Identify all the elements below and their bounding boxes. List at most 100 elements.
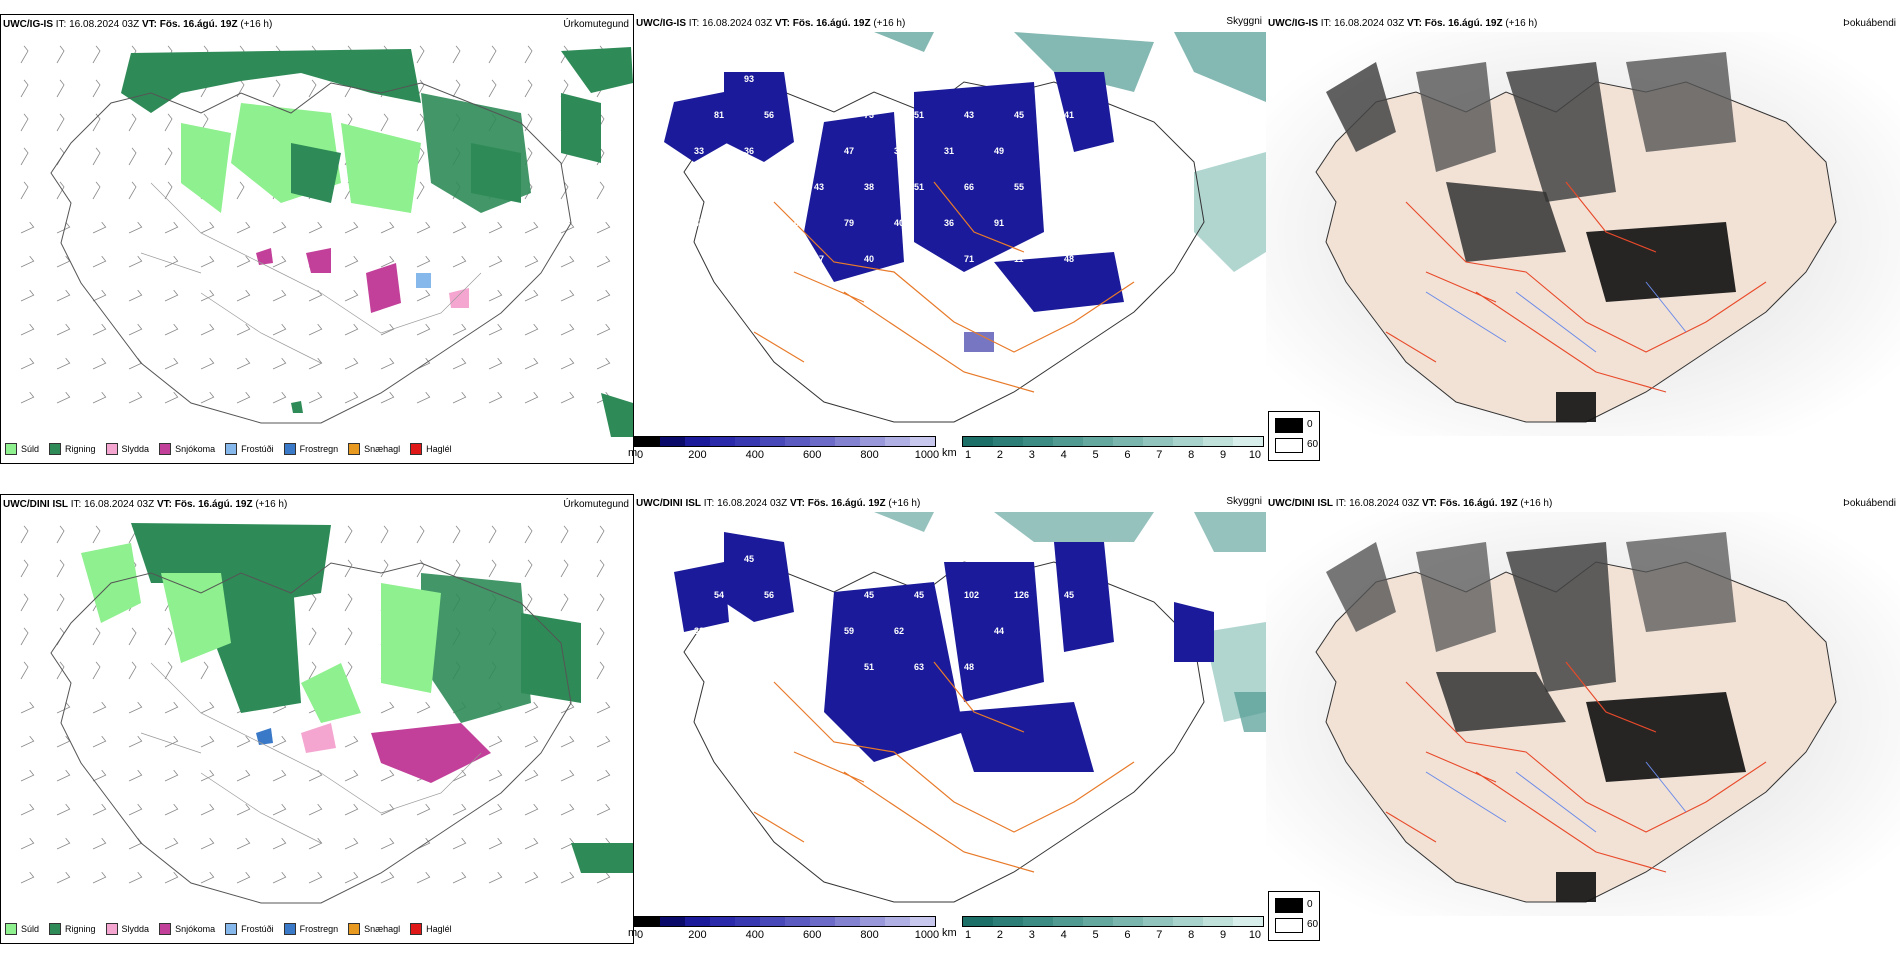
ceiling-value-label: 54	[744, 626, 754, 636]
wind-barb	[236, 323, 251, 336]
visibility-colorbar: 1 2 3 4 5 6 7 8 9 10 km	[942, 436, 1264, 470]
precip-type-legend: Súld Rigning Slydda Snjókoma Frostúði Fr…	[5, 923, 452, 935]
wind-barb	[308, 593, 317, 612]
wind-barb	[56, 323, 71, 336]
wind-barb	[200, 837, 215, 850]
wind-barb	[200, 221, 215, 234]
colorbar-cell	[760, 437, 785, 446]
wind-barb	[452, 803, 467, 816]
wind-barb	[380, 769, 395, 782]
colorbar-tick: 0	[636, 929, 644, 941]
legend-swatch	[225, 923, 238, 935]
wind-barb	[416, 147, 425, 166]
wind-barb	[56, 837, 71, 850]
ceiling-value-label: 47	[844, 146, 854, 156]
wind-barb	[128, 803, 143, 816]
vt-value: Fös. 16.ágú. 19Z	[792, 18, 871, 29]
ceiling-value-label: 48	[1064, 254, 1074, 264]
colorbar-cell	[635, 917, 660, 926]
wind-barb	[56, 661, 65, 680]
vt-value: Fös. 16.ágú. 19Z	[1439, 498, 1518, 509]
wind-barb	[488, 837, 503, 850]
wind-barb	[560, 181, 569, 200]
vt-label: VT:	[141, 19, 157, 30]
fog-label-dark: 0	[1307, 419, 1313, 430]
wind-barb	[416, 181, 425, 200]
wind-barb	[488, 289, 503, 302]
wind-barb	[164, 735, 179, 748]
wind-barb	[128, 735, 143, 748]
colorbar-cell	[760, 917, 785, 926]
ceiling-value-label: 45	[794, 146, 804, 156]
wind-barb	[416, 113, 425, 132]
wind-barb	[416, 559, 425, 578]
wind-barb	[524, 559, 533, 578]
wind-barb	[596, 871, 611, 884]
wind-barb	[452, 323, 467, 336]
wind-barb	[416, 391, 431, 404]
legend-swatch	[5, 443, 17, 455]
wind-barb	[128, 255, 143, 268]
wind-barb	[128, 627, 137, 646]
colorbar-cell	[963, 437, 993, 446]
panel-header: UWC/DINI ISL IT: 16.08.2024 03Z VT: Fös.…	[3, 499, 629, 513]
fog-swatch-light	[1275, 438, 1303, 453]
wind-barb	[272, 391, 287, 404]
wind-barb	[524, 147, 533, 166]
wind-barb	[416, 357, 431, 370]
ceiling-value-label: 45	[1064, 590, 1074, 600]
wind-barb	[524, 391, 539, 404]
wind-barb	[344, 627, 353, 646]
wind-barb	[56, 769, 71, 782]
ceiling-value-label: 66	[914, 254, 924, 264]
ceiling-value-label: 93	[744, 74, 754, 84]
wind-barb	[56, 221, 71, 234]
wind-barb	[56, 391, 71, 404]
legend-item: Snjókoma	[159, 443, 215, 455]
wind-barb	[344, 803, 359, 816]
wind-barb	[20, 803, 35, 816]
wind-barb	[92, 525, 101, 544]
colorbar-tick: 9	[1219, 449, 1227, 461]
ceiling-value-label: 55	[1014, 182, 1024, 192]
colorbar-tick: 800	[860, 449, 879, 461]
colorbar-cell	[810, 917, 835, 926]
wind-barb	[128, 701, 143, 714]
ceiling-value-label: 11	[1014, 254, 1024, 264]
ceiling-value-label: 44	[764, 662, 774, 672]
legend-label: Súld	[21, 444, 40, 454]
fog-swatch-dark	[1275, 418, 1303, 433]
model-name: UWC/DINI ISL	[636, 498, 701, 509]
wind-barb	[452, 769, 467, 782]
wind-barb	[524, 525, 533, 544]
wind-barb	[92, 391, 107, 404]
colorbar-cell	[1023, 917, 1053, 926]
legend-label: Frostúði	[241, 444, 274, 454]
colorbar-tick: 600	[802, 929, 822, 941]
legend-label: Snæhagl	[364, 924, 401, 934]
colorbar-cell	[1053, 437, 1083, 446]
legend-swatch	[105, 923, 118, 935]
ceiling-value-label: 36	[944, 218, 954, 228]
legend-item: Frostúði	[225, 443, 274, 455]
wind-barb	[560, 593, 569, 612]
ceiling-value-label: 88	[994, 554, 1004, 564]
ceiling-value-label: 45	[714, 662, 724, 672]
wind-barb	[92, 45, 101, 64]
fog-label-light: 60	[1307, 919, 1319, 930]
ceiling-value-label: 56	[764, 590, 774, 600]
wind-barb	[200, 735, 215, 748]
wind-barb	[236, 357, 251, 370]
wind-barb	[452, 221, 467, 234]
wind-barb	[308, 79, 317, 98]
colorbar-tick: 400	[745, 929, 764, 941]
wind-barb	[92, 221, 107, 234]
model-name: UWC/DINI ISL	[1268, 498, 1333, 509]
ceiling-value-label: 75	[944, 626, 954, 636]
visibility-unit: km	[942, 927, 957, 939]
wind-barb	[416, 255, 431, 268]
wind-barb	[20, 357, 35, 370]
ceiling-value-label: 41	[714, 182, 724, 192]
wind-barb	[200, 113, 209, 132]
colorbar-tick: 1000	[914, 449, 940, 461]
